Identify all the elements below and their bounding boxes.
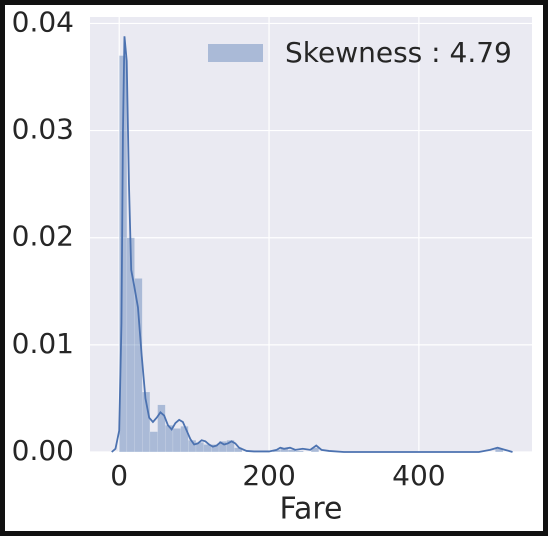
y-tick-label: 0.03 xyxy=(12,113,74,146)
plot-area xyxy=(90,17,532,452)
y-tick-label: 0.04 xyxy=(12,5,74,38)
bar xyxy=(157,404,166,453)
bar xyxy=(295,450,304,453)
x-tick-label: 0 xyxy=(110,459,128,492)
legend-label: Skewness : 4.79 xyxy=(285,36,512,69)
y-tick-label: 0.02 xyxy=(12,220,74,253)
bar xyxy=(142,391,151,453)
x-tick-label: 200 xyxy=(242,459,295,492)
x-axis-label: Fare xyxy=(279,492,342,527)
y-tick-label: 0.00 xyxy=(12,434,74,467)
legend-swatch xyxy=(208,44,263,62)
bar xyxy=(134,278,143,453)
bar xyxy=(226,440,235,453)
bar xyxy=(203,444,212,453)
kde-line xyxy=(111,36,513,453)
x-tick-label: 400 xyxy=(392,459,445,492)
bar xyxy=(211,444,220,453)
bar xyxy=(149,431,158,453)
bar xyxy=(287,449,296,453)
bar xyxy=(218,441,227,453)
bar xyxy=(119,55,128,453)
bar xyxy=(165,425,174,453)
y-tick-label: 0.01 xyxy=(12,327,74,360)
bar xyxy=(172,428,181,453)
